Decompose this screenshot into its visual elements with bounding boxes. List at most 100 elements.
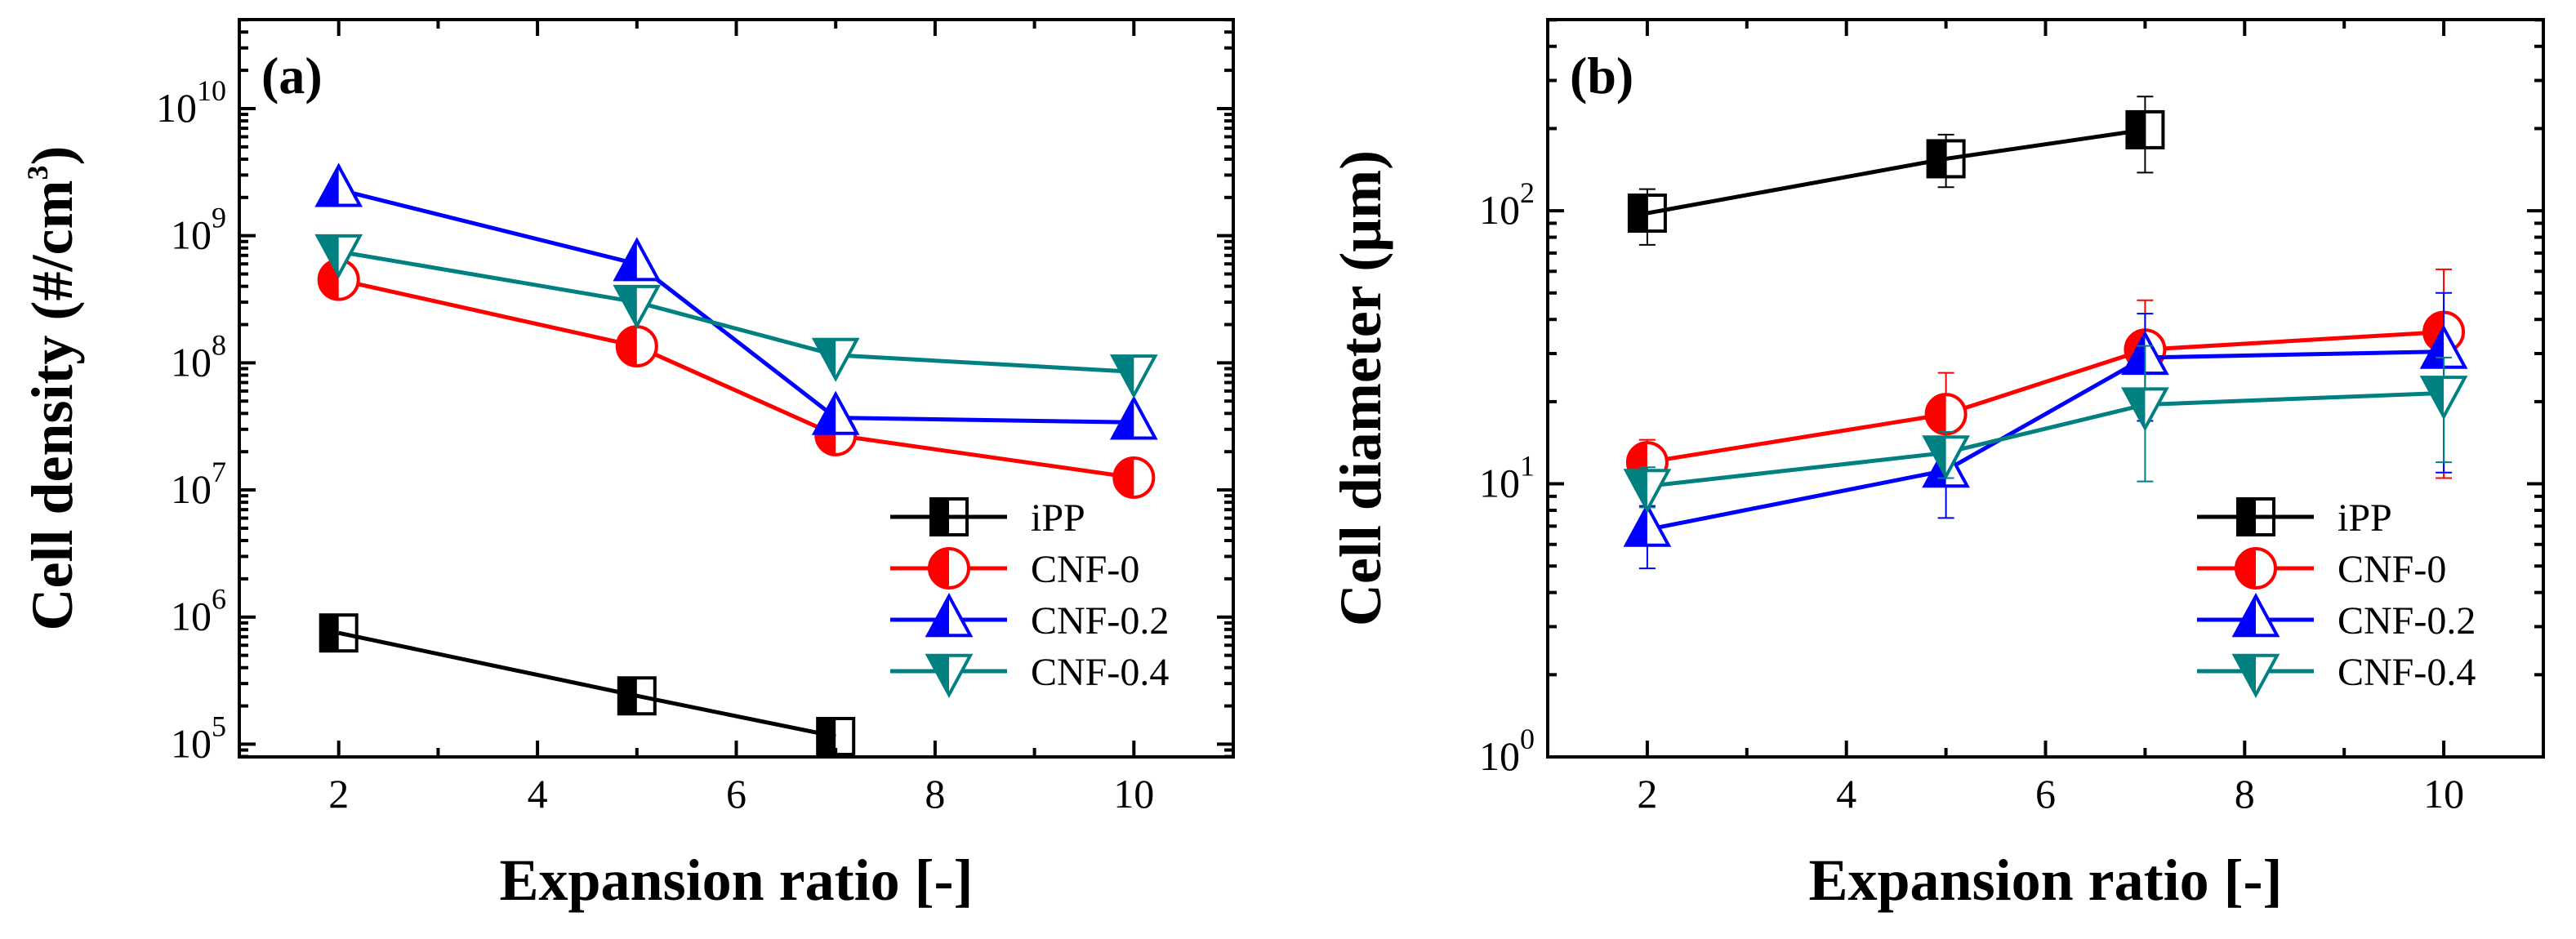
- legend-marker-ipp-fill: [931, 499, 949, 535]
- data-point-cnf-0-4-outline: [1109, 354, 1158, 399]
- data-point-ipp-fill: [2127, 111, 2146, 148]
- x-axis-title: Expansion ratio [-]: [499, 848, 973, 913]
- series-line-cnf-0-2: [338, 187, 1134, 425]
- y-tick-exponent: 1: [1520, 450, 1535, 483]
- data-point-ipp: [617, 676, 657, 716]
- x-tick-label: 10: [1113, 771, 1154, 817]
- y-tick-label: 107: [171, 456, 226, 512]
- data-point-cnf-0-2-outline: [1109, 395, 1158, 440]
- data-point-ipp-fill: [1629, 195, 1647, 232]
- y-tick-exponent: 8: [212, 328, 226, 361]
- y-axis-title-text: Cell diameter (μm): [1328, 150, 1393, 626]
- x-tick-label: 8: [2235, 771, 2255, 817]
- data-point-cnf-0-fill: [1926, 394, 1946, 434]
- data-point-cnf-0: [1924, 393, 1968, 436]
- series-cnf-0: [317, 258, 1156, 499]
- y-tick-exponent: 10: [197, 74, 226, 107]
- series-line-cnf-0: [338, 278, 1134, 480]
- legend: iPP CNF-0 CNF-0.2 CNF-0.4: [890, 496, 1169, 698]
- y-tick-base: 10: [171, 339, 212, 385]
- y-tick-base: 10: [171, 466, 212, 512]
- legend-marker-cnf-0-outline: [928, 547, 970, 590]
- y-axis-title-exponent: 3: [21, 166, 54, 180]
- panel-label: (b): [1570, 47, 1633, 105]
- legend-marker-cnf-0-fill: [929, 549, 949, 588]
- data-point-ipp-fill: [818, 718, 836, 754]
- legend-label-cnf-0-2: CNF-0.2: [1031, 599, 1169, 643]
- x-tick-label: 6: [726, 771, 747, 817]
- series-cnf-0-4: [314, 234, 1158, 399]
- y-tick-label: 105: [171, 710, 226, 766]
- data-point-cnf-0: [1112, 456, 1156, 499]
- x-tick-label: 2: [1637, 771, 1657, 817]
- data-point-cnf-0-2: [1623, 502, 1672, 547]
- y-tick-base: 10: [171, 212, 212, 258]
- data-point-ipp-fill: [1928, 140, 1946, 177]
- data-point-cnf-0-4: [2121, 387, 2169, 432]
- legend-marker-cnf-0-4: [925, 653, 974, 698]
- y-tick-label: 106: [171, 583, 226, 639]
- legend-label-cnf-0: CNF-0: [1031, 548, 1139, 591]
- legend-marker-cnf-0-4-outline: [925, 653, 974, 698]
- data-point-ipp-outline: [1926, 139, 1966, 179]
- legend: iPP CNF-0 CNF-0.2 CNF-0.4: [2197, 496, 2476, 698]
- series-line-cnf-0-4: [1647, 390, 2445, 488]
- data-point-cnf-0-4: [314, 234, 363, 279]
- y-tick-base: 10: [156, 85, 197, 131]
- legend-marker-cnf-0-fill: [2236, 549, 2256, 588]
- data-point-cnf-0-2-outline: [314, 162, 363, 207]
- data-point-ipp: [1926, 139, 1966, 179]
- data-point-cnf-0-fill: [319, 260, 339, 300]
- y-axis-title-close: ): [20, 146, 85, 166]
- data-point-ipp: [319, 613, 359, 653]
- legend-marker-ipp-outline: [2236, 497, 2275, 536]
- y-axis-title-text: Cell density (#/cm: [20, 180, 85, 631]
- legend-label-cnf-0-4: CNF-0.4: [1031, 651, 1169, 694]
- data-point-cnf-0-4: [1623, 469, 1672, 514]
- y-tick-base: 10: [1479, 461, 1520, 506]
- panel-label: (a): [261, 47, 323, 105]
- data-point-cnf-0-4: [2419, 376, 2468, 421]
- data-point-ipp-outline: [617, 676, 657, 716]
- series-line-ipp: [338, 630, 836, 739]
- legend-marker-cnf-0: [928, 547, 970, 590]
- plot-frame: [1546, 18, 2545, 759]
- legend-marker-cnf-0-4-outline: [2231, 653, 2280, 698]
- x-tick-label: 10: [2423, 771, 2464, 817]
- x-axis-title: Expansion ratio [-]: [1808, 848, 2282, 913]
- data-point-cnf-0-4-outline: [314, 234, 363, 279]
- data-point-cnf-0-2-outline: [613, 237, 662, 282]
- data-point-cnf-0-4-outline: [1623, 469, 1672, 514]
- y-tick-exponent: 9: [212, 202, 226, 234]
- legend-marker-cnf-0-4: [2231, 653, 2280, 698]
- legend-marker-cnf-0-2: [925, 593, 974, 638]
- series-ipp: [1627, 96, 2165, 246]
- data-point-cnf-0-4: [811, 337, 860, 382]
- x-tick-label: 4: [528, 771, 548, 817]
- legend-marker-ipp: [2236, 497, 2275, 536]
- y-tick-label: 102: [1479, 176, 1535, 233]
- data-point-cnf-0-4: [1109, 354, 1158, 399]
- legend-label-ipp: iPP: [2338, 496, 2392, 540]
- legend-marker-cnf-0-2-outline: [925, 593, 974, 638]
- data-point-ipp-outline: [1627, 194, 1667, 234]
- y-tick-base: 10: [171, 594, 212, 639]
- legend-marker-cnf-0: [2235, 547, 2277, 590]
- legend-marker-ipp-outline: [929, 497, 969, 536]
- data-point-cnf-0-4-outline: [2121, 387, 2169, 432]
- legend-label-ipp: iPP: [1031, 496, 1085, 540]
- x-tick-label: 2: [328, 771, 349, 817]
- data-point-cnf-0-2: [314, 162, 363, 207]
- y-tick-base: 10: [1479, 733, 1520, 779]
- legend-label-cnf-0-2: CNF-0.2: [2338, 599, 2476, 643]
- series-line-cnf-0-2: [1647, 349, 2445, 532]
- legend-marker-cnf-0-outline: [2235, 547, 2277, 590]
- data-point-cnf-0-2: [1109, 395, 1158, 440]
- data-point-ipp-fill: [618, 678, 637, 714]
- series-cnf-0-4: [1623, 345, 2468, 514]
- y-axis-title: Cell diameter (μm): [1328, 150, 1393, 626]
- data-point-ipp: [2125, 109, 2165, 149]
